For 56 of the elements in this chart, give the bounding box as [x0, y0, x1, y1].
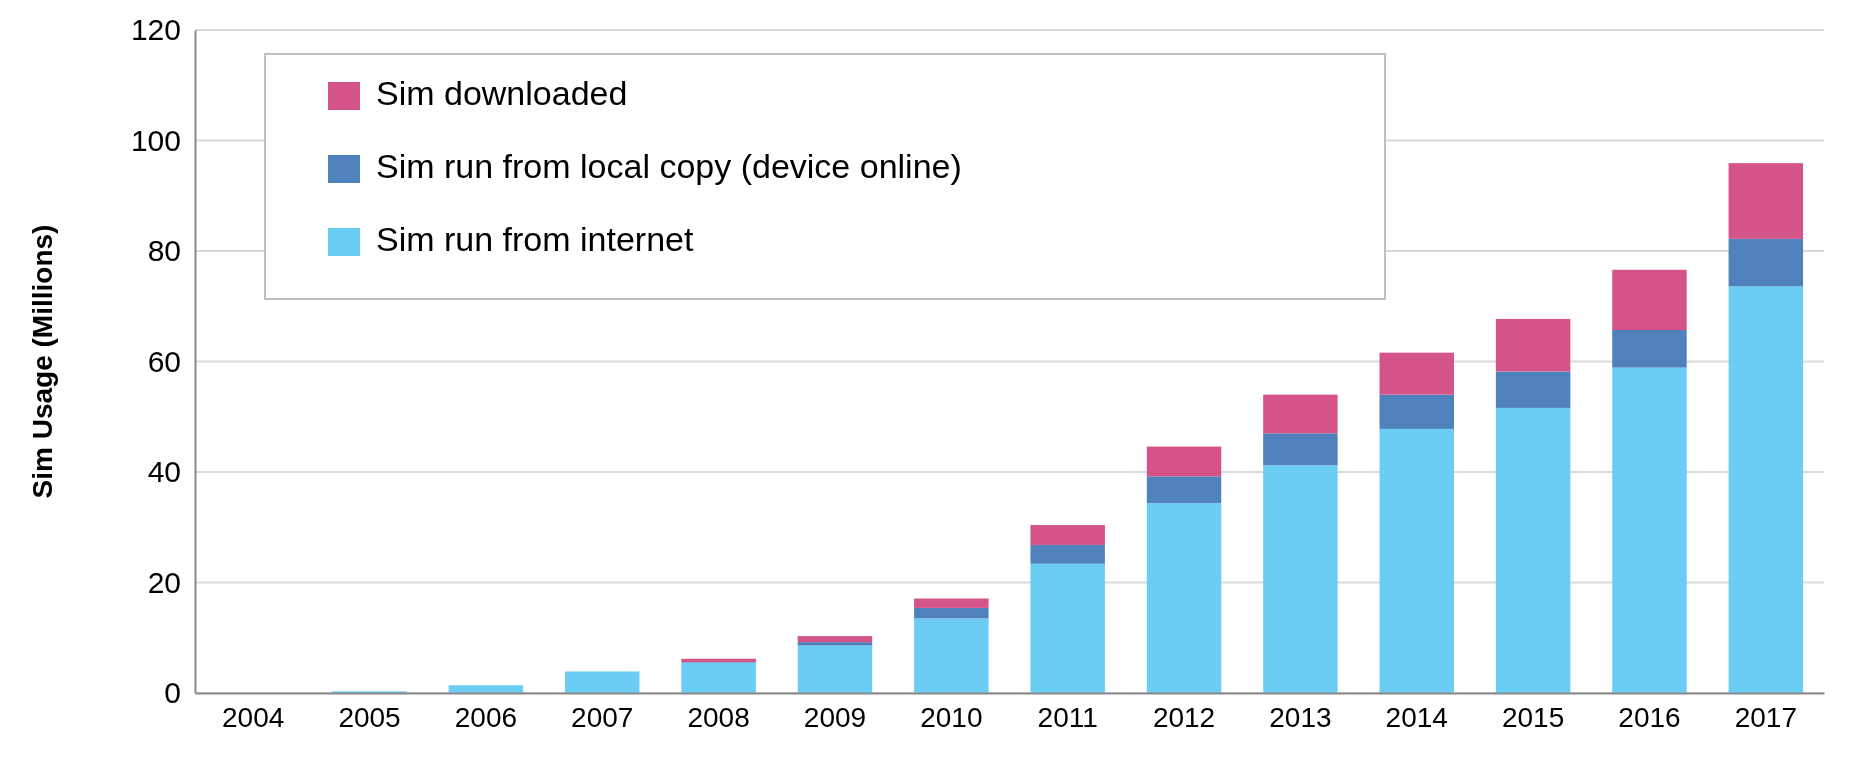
bar — [1495, 371, 1571, 408]
x-tick-label: 2007 — [571, 701, 634, 733]
bar — [1146, 476, 1222, 503]
x-tick-label: 2004 — [222, 701, 285, 733]
y-tick-label: 0 — [164, 676, 181, 710]
bar — [1263, 465, 1338, 693]
bar — [1146, 446, 1222, 477]
bar — [1495, 318, 1571, 372]
x-tick-label: 2008 — [687, 701, 750, 733]
x-tick-label: 2016 — [1618, 701, 1681, 733]
bar — [1728, 238, 1804, 287]
y-tick-label: 60 — [147, 344, 181, 378]
y-tick-label: 80 — [147, 234, 181, 268]
y-tick-label: 100 — [130, 123, 181, 157]
bar — [1495, 407, 1571, 693]
x-tick-label: 2014 — [1385, 701, 1448, 733]
bar — [1030, 563, 1105, 693]
bar — [1146, 502, 1222, 693]
legend-label: Sim run from internet — [376, 219, 694, 258]
bar — [1612, 269, 1687, 331]
x-tick-label: 2013 — [1269, 701, 1332, 733]
bar — [1379, 352, 1454, 395]
legend-label: Sim run from local copy (device online) — [376, 146, 962, 185]
bar — [797, 642, 873, 646]
bar — [1612, 330, 1687, 368]
bar — [1263, 394, 1338, 434]
bar — [914, 598, 989, 608]
bar — [1728, 286, 1804, 693]
x-tick-label: 2011 — [1037, 701, 1098, 733]
bar — [681, 662, 756, 693]
x-tick-label: 2009 — [803, 701, 867, 733]
x-tick-label: 2006 — [454, 701, 518, 733]
x-tick-label: 2005 — [338, 701, 401, 733]
bar — [1030, 544, 1105, 564]
bar — [1379, 428, 1454, 693]
legend-label: Sim downloaded — [376, 73, 628, 112]
bar — [448, 685, 524, 693]
bar — [1030, 525, 1105, 545]
bar — [1379, 394, 1454, 429]
bar — [1263, 433, 1338, 466]
bar — [681, 658, 756, 663]
bar — [914, 607, 989, 619]
y-tick-label: 40 — [147, 455, 181, 489]
bar — [914, 618, 989, 693]
x-tick-label: 2017 — [1734, 701, 1797, 733]
bar — [1612, 367, 1687, 693]
bar — [565, 671, 640, 693]
y-axis-title: Sim Usage (Millions) — [27, 224, 59, 499]
x-tick-label: 2010 — [920, 701, 983, 733]
x-tick-label: 2012 — [1152, 701, 1216, 733]
bar — [797, 636, 873, 643]
bar — [1728, 163, 1804, 239]
bar — [797, 645, 873, 693]
y-tick-label: 20 — [147, 565, 181, 599]
x-tick-label: 2015 — [1501, 701, 1565, 733]
y-tick-label: 120 — [130, 13, 181, 47]
